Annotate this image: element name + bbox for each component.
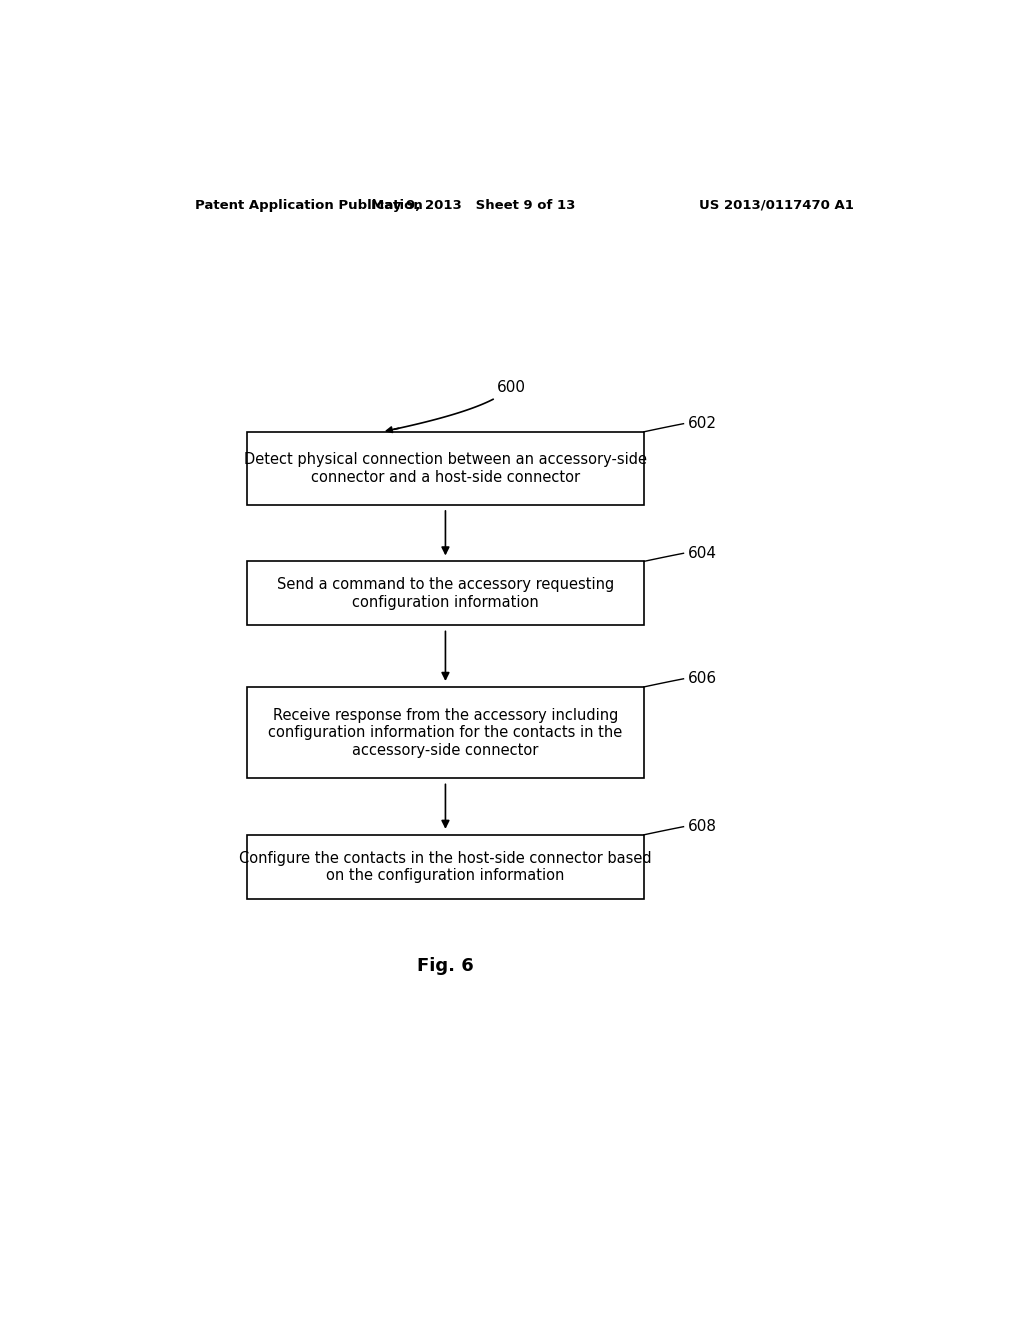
Text: US 2013/0117470 A1: US 2013/0117470 A1 [699, 198, 854, 211]
Text: Fig. 6: Fig. 6 [417, 957, 474, 975]
FancyBboxPatch shape [247, 834, 644, 899]
Text: May 9, 2013   Sheet 9 of 13: May 9, 2013 Sheet 9 of 13 [371, 198, 575, 211]
Text: 604: 604 [687, 545, 717, 561]
FancyBboxPatch shape [247, 686, 644, 779]
Text: 606: 606 [687, 672, 717, 686]
Text: 600: 600 [497, 380, 526, 395]
FancyBboxPatch shape [247, 432, 644, 506]
FancyBboxPatch shape [247, 561, 644, 626]
Text: Receive response from the accessory including
configuration information for the : Receive response from the accessory incl… [268, 708, 623, 758]
Text: Detect physical connection between an accessory-side
connector and a host-side c: Detect physical connection between an ac… [244, 453, 647, 484]
Text: Patent Application Publication: Patent Application Publication [196, 198, 423, 211]
Text: Configure the contacts in the host-side connector based
on the configuration inf: Configure the contacts in the host-side … [240, 850, 651, 883]
Text: 602: 602 [687, 416, 717, 432]
Text: Send a command to the accessory requesting
configuration information: Send a command to the accessory requesti… [276, 577, 614, 610]
Text: 608: 608 [687, 820, 717, 834]
